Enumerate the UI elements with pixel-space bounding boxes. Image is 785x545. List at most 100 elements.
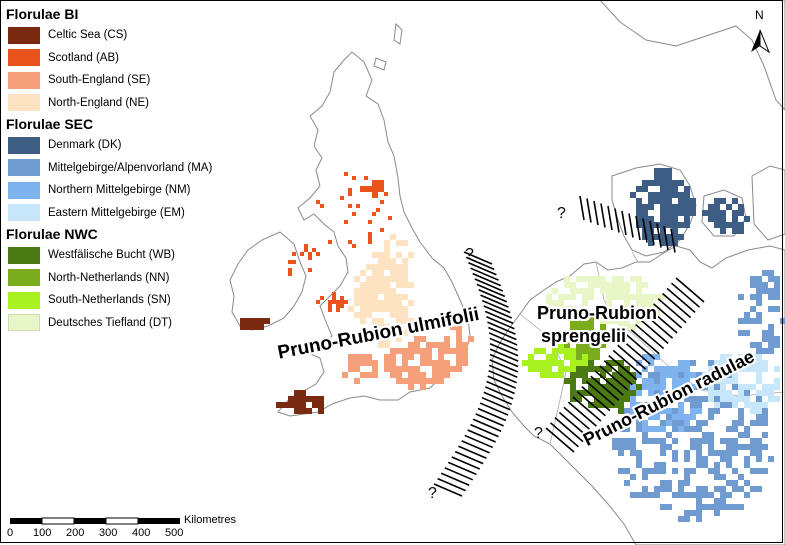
occurrence-cell xyxy=(396,306,402,312)
occurrence-cell xyxy=(624,414,630,420)
occurrence-cell xyxy=(576,372,582,378)
occurrence-cell xyxy=(756,288,762,294)
occurrence-cell xyxy=(720,450,726,456)
occurrence-cell xyxy=(708,204,714,210)
occurrence-cell xyxy=(636,210,642,216)
occurrence-cell xyxy=(756,342,762,348)
occurrence-cell xyxy=(654,384,660,390)
occurrence-cell xyxy=(618,438,624,444)
occurrence-cell xyxy=(540,372,546,378)
occurrence-cell xyxy=(660,384,666,390)
occurrence-cell xyxy=(414,342,420,348)
occurrence-cell xyxy=(402,258,408,264)
occurrence-cell xyxy=(456,360,462,366)
occurrence-cell xyxy=(606,306,612,312)
boundary-hatch xyxy=(590,375,620,401)
occurrence-cell xyxy=(576,324,582,330)
occurrence-cell xyxy=(696,444,702,450)
occurrence-cell xyxy=(774,294,780,300)
occurrence-cell xyxy=(308,268,312,272)
occurrence-cell xyxy=(636,318,642,324)
occurrence-cell xyxy=(762,468,768,474)
occurrence-cell xyxy=(678,480,684,486)
occurrence-cell xyxy=(624,372,630,378)
boundary-hatch xyxy=(554,417,584,443)
occurrence-cell xyxy=(636,456,642,462)
occurrence-cell xyxy=(288,272,292,276)
occurrence-cell xyxy=(672,234,678,240)
occurrence-cell xyxy=(368,236,372,240)
boundary-hatch xyxy=(488,326,517,341)
occurrence-cell xyxy=(624,306,630,312)
occurrence-cell xyxy=(456,336,462,342)
occurrence-cell xyxy=(606,396,612,402)
occurrence-cell xyxy=(762,414,768,420)
legend-swatch xyxy=(8,159,40,177)
occurrence-cell xyxy=(678,222,684,228)
legend-item: Denmark (DK) xyxy=(4,134,244,157)
occurrence-cell xyxy=(666,222,672,228)
occurrence-cell xyxy=(630,384,636,390)
occurrence-cell xyxy=(660,408,666,414)
occurrence-cell xyxy=(636,300,642,306)
occurrence-cell xyxy=(648,372,654,378)
occurrence-cell xyxy=(420,336,426,342)
occurrence-cell xyxy=(738,414,744,420)
occurrence-cell xyxy=(348,354,354,360)
legend: Florulae BI Celtic Sea (CS) Scotland (AB… xyxy=(4,4,244,334)
occurrence-cell xyxy=(444,372,450,378)
occurrence-cell xyxy=(708,396,714,402)
legend-swatch xyxy=(8,94,40,112)
occurrence-cell xyxy=(378,270,384,276)
occurrence-cell xyxy=(738,354,744,360)
occurrence-cell xyxy=(714,402,720,408)
occurrence-cell xyxy=(390,270,396,276)
occurrence-cell xyxy=(408,366,414,372)
occurrence-cell xyxy=(684,480,690,486)
legend-swatch xyxy=(8,204,40,222)
occurrence-cell xyxy=(366,306,372,312)
occurrence-cell xyxy=(396,252,402,258)
occurrence-cell xyxy=(258,318,264,324)
occurrence-cell xyxy=(390,312,396,318)
occurrence-cell xyxy=(588,348,594,354)
occurrence-cell xyxy=(414,378,420,384)
occurrence-cell xyxy=(582,330,588,336)
occurrence-cell xyxy=(702,384,708,390)
occurrence-cell xyxy=(456,366,462,372)
occurrence-cell xyxy=(570,372,576,378)
occurrence-cell xyxy=(750,294,756,300)
occurrence-cell xyxy=(738,210,744,216)
occurrence-cell xyxy=(372,180,378,186)
occurrence-cell xyxy=(714,210,720,216)
occurrence-cell xyxy=(316,252,320,256)
occurrence-cell xyxy=(402,312,408,318)
occurrence-cell xyxy=(558,306,564,312)
occurrence-cell xyxy=(402,378,408,384)
occurrence-cell xyxy=(702,504,708,510)
occurrence-cell xyxy=(684,390,690,396)
boundary-hatch xyxy=(464,434,494,449)
occurrence-cell xyxy=(366,264,372,270)
occurrence-cell xyxy=(750,360,756,366)
occurrence-cell xyxy=(360,312,366,318)
occurrence-cell xyxy=(594,312,600,318)
occurrence-cell xyxy=(654,168,660,174)
occurrence-cell xyxy=(696,510,702,516)
occurrence-cell xyxy=(552,300,558,306)
occurrence-cell xyxy=(624,438,630,444)
occurrence-cell xyxy=(660,294,666,300)
occurrence-cell xyxy=(648,378,654,384)
occurrence-cell xyxy=(366,354,372,360)
occurrence-cell xyxy=(336,300,340,304)
occurrence-cell xyxy=(456,348,462,354)
occurrence-cell xyxy=(372,264,378,270)
boundary-hatch xyxy=(608,354,638,381)
legend-label: Westfälische Bucht (WB) xyxy=(48,249,175,262)
occurrence-cell xyxy=(546,300,552,306)
occurrence-cell xyxy=(564,378,570,384)
occurrence-cell xyxy=(684,192,690,198)
boundary-hatch xyxy=(489,342,519,357)
occurrence-cell xyxy=(360,300,366,306)
occurrence-cell xyxy=(354,300,360,306)
